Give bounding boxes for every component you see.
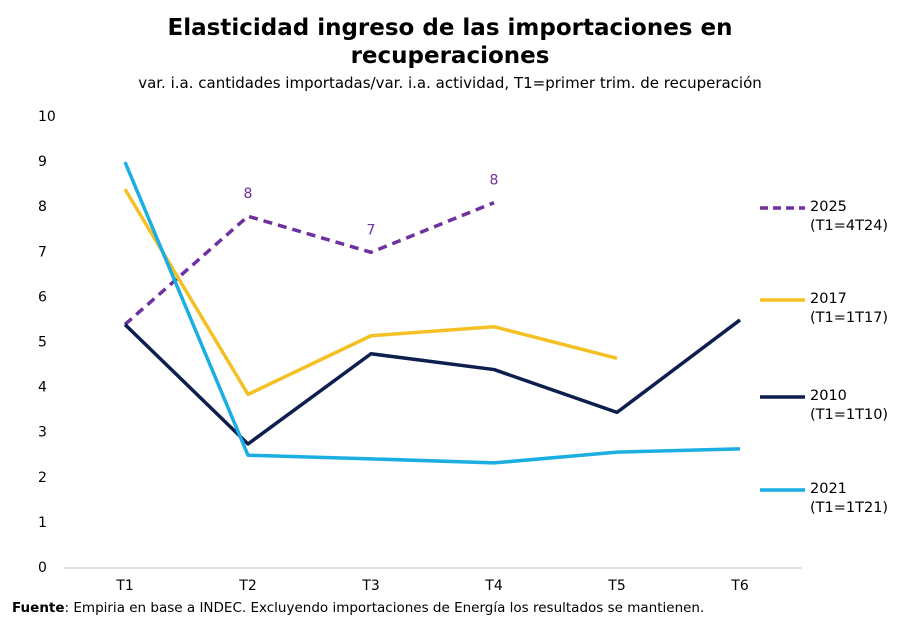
y-tick-label: 9 — [38, 154, 47, 170]
series-line — [123, 201, 495, 326]
legend-label: 2025 (T1=4T24) — [810, 199, 889, 234]
data-label: 8 — [244, 186, 253, 202]
y-tick-label: 4 — [38, 380, 47, 396]
y-tick-label: 3 — [38, 425, 47, 441]
y-tick-label: 8 — [38, 199, 47, 215]
x-tick-label: T4 — [484, 578, 503, 594]
series-line — [123, 188, 618, 397]
series-line — [123, 161, 741, 465]
y-tick-label: 10 — [38, 109, 56, 125]
y-tick-label: 7 — [38, 244, 47, 260]
data-label: 8 — [490, 173, 499, 189]
x-tick-label: T1 — [115, 578, 133, 594]
x-tick-label: T3 — [361, 578, 379, 594]
legend-label: 2010 (T1=1T10) — [810, 388, 889, 423]
source-label: Fuente — [12, 600, 65, 616]
legend-label: 2021 (T1=1T21) — [810, 481, 889, 516]
legend-label: 2017 (T1=1T17) — [810, 291, 889, 326]
y-tick-label: 1 — [38, 515, 47, 531]
chart-title: Elasticidad ingreso de las importaciones… — [167, 15, 733, 69]
y-tick-label: 0 — [38, 560, 47, 576]
source-text: : Empiria en base a INDEC. Excluyendo im… — [64, 600, 705, 616]
y-tick-label: 6 — [38, 289, 47, 305]
data-label: 7 — [367, 222, 376, 238]
x-tick-label: T6 — [730, 578, 749, 594]
x-tick-label: T5 — [607, 578, 625, 594]
y-tick-label: 5 — [38, 335, 47, 351]
chart-subtitle: var. i.a. cantidades importadas/var. i.a… — [138, 74, 762, 92]
x-tick-label: T2 — [238, 578, 256, 594]
y-tick-label: 2 — [38, 470, 47, 486]
series-line — [123, 318, 742, 446]
source: Fuente: Empiria en base a INDEC. Excluye… — [12, 600, 704, 616]
